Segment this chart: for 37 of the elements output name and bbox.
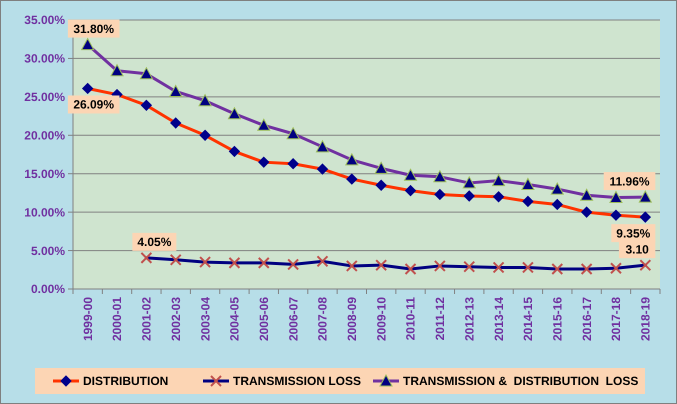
data-label: 9.35% — [616, 226, 651, 240]
data-label: 3.10 — [625, 242, 650, 256]
x-tick-label: 2002-03 — [168, 296, 183, 342]
x-tick-label: 1999-00 — [80, 296, 95, 342]
data-label: 31.80% — [73, 22, 114, 36]
x-tick-label: 2000-01 — [110, 296, 124, 342]
y-tick-label: 15.00% — [24, 166, 66, 181]
x-tick-label: 2005-06 — [256, 296, 271, 342]
y-tick-label: 30.00% — [24, 52, 66, 66]
y-tick-label: 25.00% — [24, 90, 66, 104]
data-label: 11.96% — [610, 174, 650, 188]
x-tick-label: 2009-10 — [374, 296, 388, 342]
y-tick-label: 10.00% — [24, 205, 66, 220]
x-tick-label: 2011-12 — [433, 296, 448, 340]
x-tick-label: 2013-14 — [492, 296, 506, 342]
legend-label: TRANSMISSION LOSS — [233, 374, 362, 388]
x-tick-label: 2012-13 — [462, 296, 476, 342]
y-tick-label: 5.00% — [30, 244, 66, 258]
y-tick-label: 20.00% — [24, 128, 66, 142]
legend-label: DISTRIBUTION — [83, 374, 168, 388]
legend-label: TRANSMISSION & DISTRIBUTION LOSS — [403, 374, 638, 388]
x-tick-label: 2003-04 — [198, 296, 212, 342]
data-label: 26.09% — [73, 98, 114, 112]
x-tick-label: 2018-19 — [638, 296, 653, 342]
x-tick-label: 2014-15 — [521, 296, 536, 342]
y-tick-label: 35.00% — [24, 13, 66, 28]
data-label: 4.05% — [137, 235, 172, 250]
x-tick-label: 2006-07 — [286, 296, 300, 342]
x-tick-label: 2007-08 — [316, 296, 330, 342]
x-tick-label: 2001-02 — [140, 296, 154, 342]
x-tick-label: 2016-17 — [580, 296, 594, 342]
x-tick-label: 2015-16 — [550, 296, 564, 342]
x-tick-label: 2004-05 — [228, 296, 242, 342]
x-tick-label: 2008-09 — [345, 296, 360, 342]
x-tick-label: 2010-11 — [404, 296, 418, 340]
x-tick-label: 2017-18 — [609, 296, 624, 342]
y-tick-label: 0.00% — [30, 282, 66, 296]
